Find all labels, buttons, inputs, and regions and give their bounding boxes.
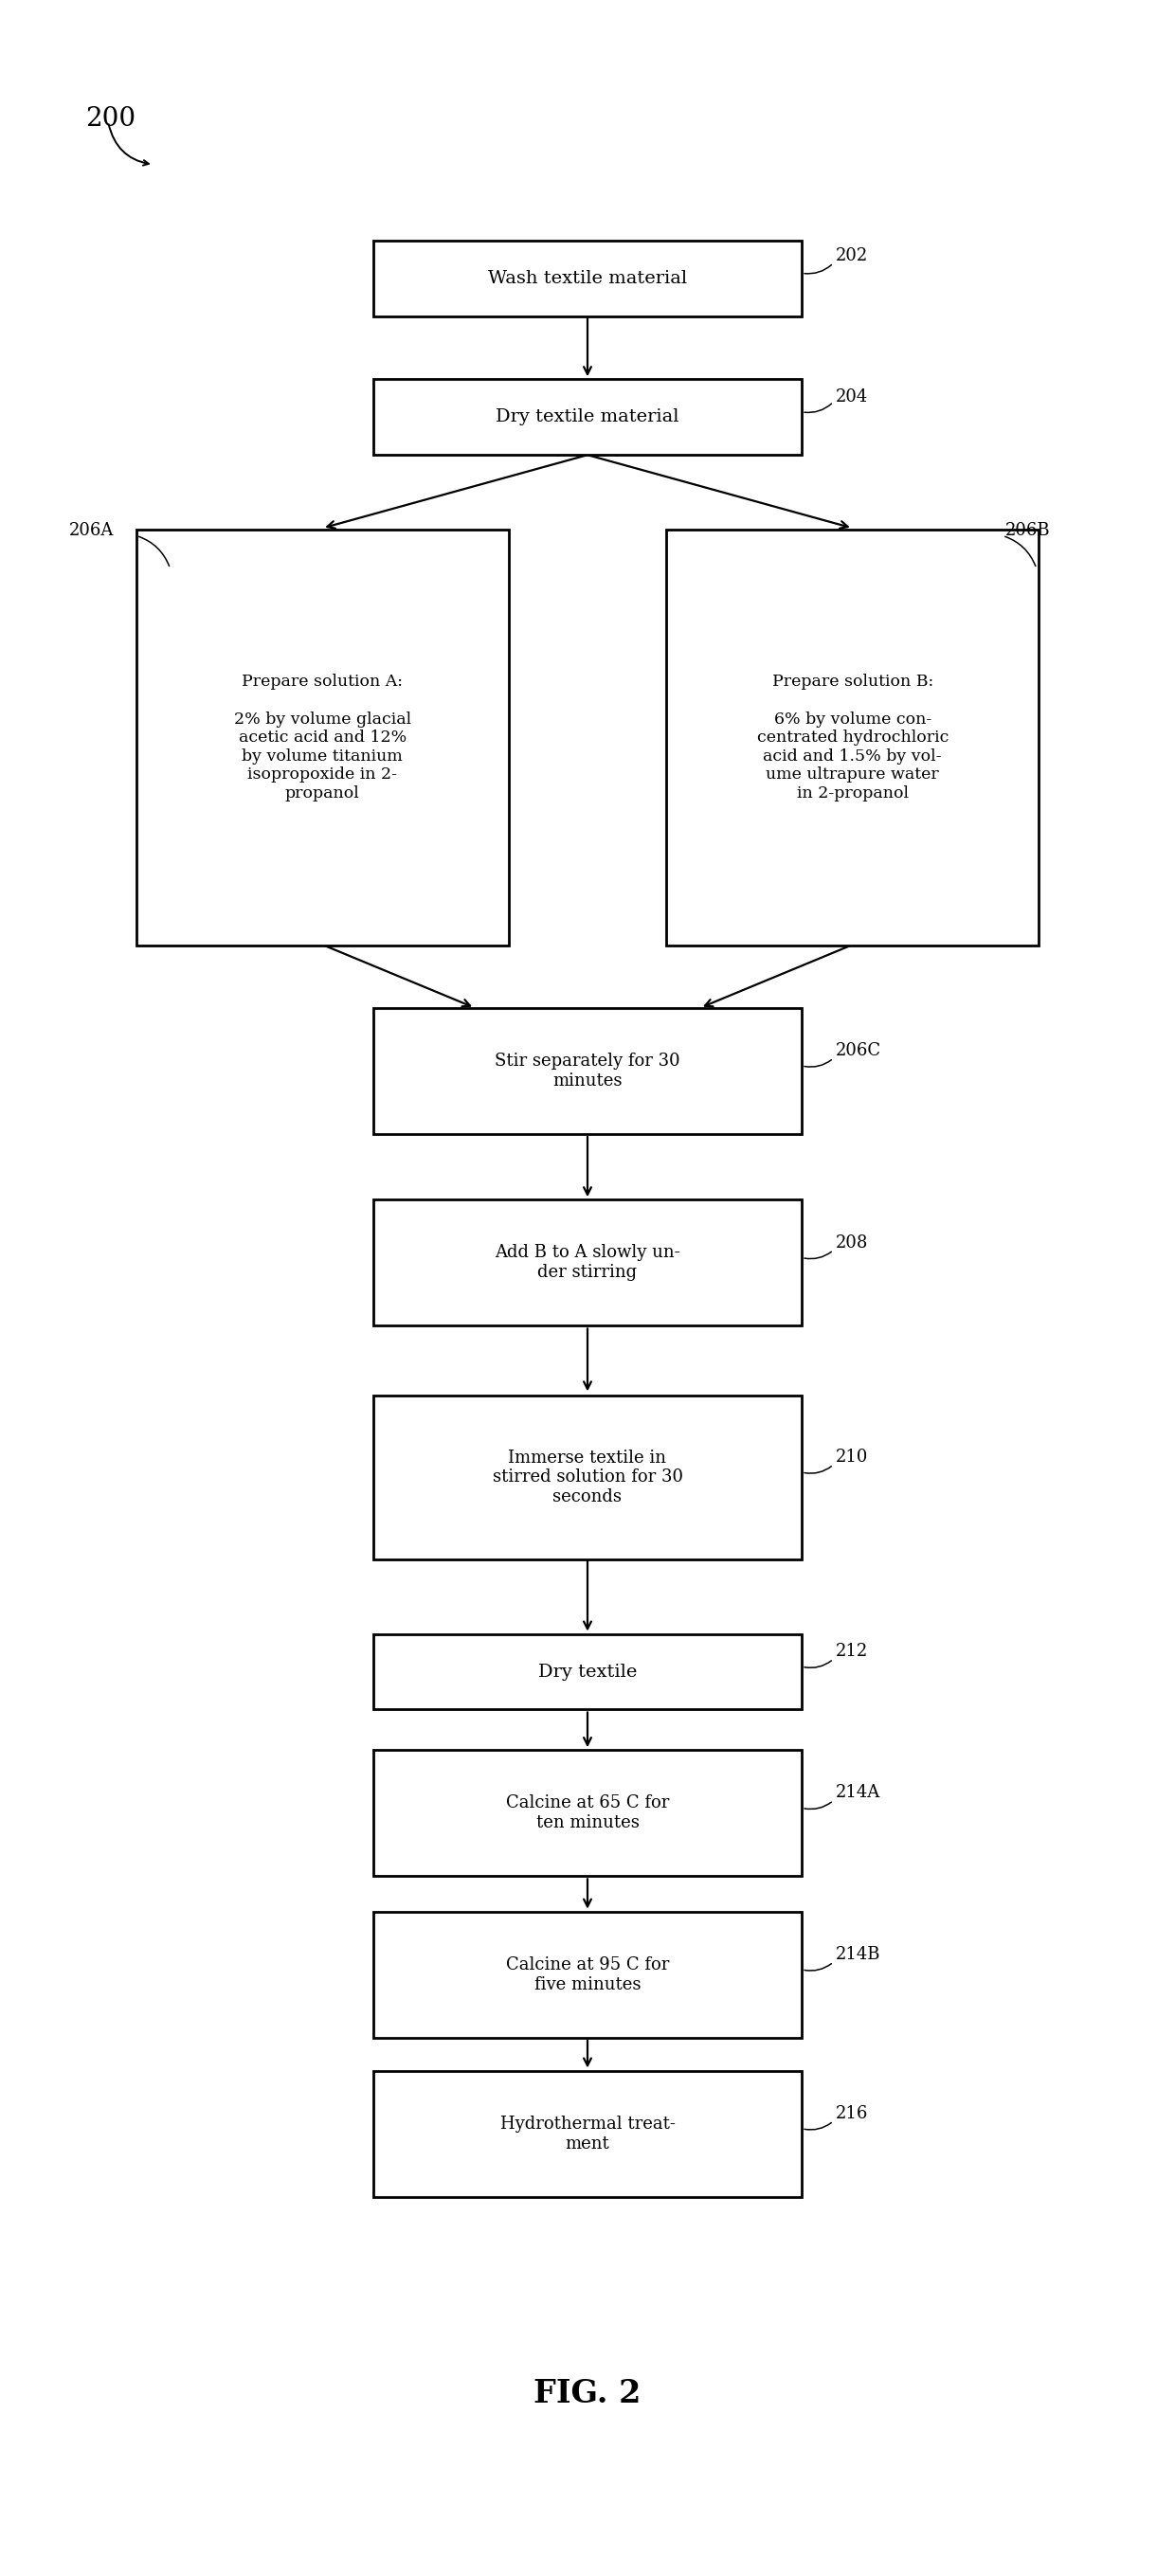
Text: Prepare solution A:

2% by volume glacial
acetic acid and 12%
by volume titanium: Prepare solution A: 2% by volume glacial… [234, 675, 411, 801]
FancyBboxPatch shape [374, 1749, 801, 1875]
Text: Immerse textile in
stirred solution for 30
seconds: Immerse textile in stirred solution for … [492, 1450, 683, 1504]
FancyBboxPatch shape [374, 1200, 801, 1327]
FancyBboxPatch shape [666, 531, 1039, 945]
Text: 206B: 206B [1005, 523, 1050, 538]
Text: 214B: 214B [835, 1945, 881, 1963]
Text: 206C: 206C [835, 1043, 881, 1059]
Text: Hydrothermal treat-
ment: Hydrothermal treat- ment [499, 2115, 676, 2151]
Text: Calcine at 65 C for
ten minutes: Calcine at 65 C for ten minutes [505, 1795, 670, 1832]
FancyBboxPatch shape [374, 1396, 801, 1558]
FancyBboxPatch shape [374, 2071, 801, 2197]
FancyBboxPatch shape [374, 1633, 801, 1710]
FancyBboxPatch shape [374, 1007, 801, 1133]
Text: 216: 216 [835, 2105, 868, 2123]
Text: Prepare solution B:

6% by volume con-
centrated hydrochloric
acid and 1.5% by v: Prepare solution B: 6% by volume con- ce… [757, 675, 948, 801]
Text: Add B to A slowly un-
der stirring: Add B to A slowly un- der stirring [495, 1244, 680, 1280]
Text: 200: 200 [86, 106, 136, 131]
Text: 210: 210 [835, 1448, 868, 1466]
Text: Dry textile: Dry textile [538, 1664, 637, 1680]
FancyBboxPatch shape [374, 240, 801, 317]
FancyBboxPatch shape [374, 1911, 801, 2038]
Text: 202: 202 [835, 247, 868, 263]
Text: 208: 208 [835, 1234, 868, 1252]
Text: 214A: 214A [835, 1785, 880, 1801]
Text: 212: 212 [835, 1643, 868, 1659]
Text: Wash textile material: Wash textile material [488, 270, 687, 286]
Text: FIG. 2: FIG. 2 [533, 2378, 642, 2409]
Text: 206A: 206A [68, 523, 114, 538]
Text: Dry textile material: Dry textile material [496, 410, 679, 425]
FancyBboxPatch shape [136, 531, 509, 945]
Text: 204: 204 [835, 389, 868, 404]
Text: Calcine at 95 C for
five minutes: Calcine at 95 C for five minutes [505, 1955, 670, 1994]
FancyBboxPatch shape [374, 379, 801, 456]
Text: Stir separately for 30
minutes: Stir separately for 30 minutes [495, 1054, 680, 1090]
